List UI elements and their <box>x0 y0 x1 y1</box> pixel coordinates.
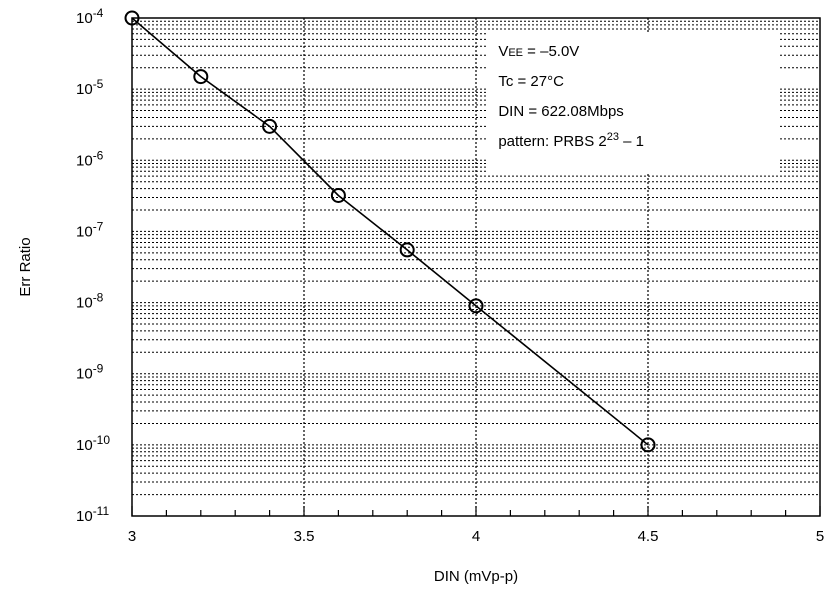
annotation-din: DIN = 622.08Mbps <box>498 103 624 120</box>
y-tick-label: 10-10 <box>76 433 110 454</box>
annotation-pattern: pattern: PRBS 223 – 1 <box>498 131 644 150</box>
y-axis-title: Err Ratio <box>17 237 34 296</box>
annotation-tc: Tc = 27°C <box>498 73 564 90</box>
x-axis-title: DIN (mVp-p) <box>434 568 518 585</box>
series-line <box>131 17 649 446</box>
grid-lines <box>132 18 820 516</box>
annotation-vee: VEE = –5.0V <box>498 43 579 60</box>
conditions-annotation: VEE = –5.0V Tc = 27°C DIN = 622.08Mbps p… <box>486 32 779 174</box>
y-tick-label: 10-4 <box>76 6 104 27</box>
x-tick-label: 3 <box>128 528 136 545</box>
data-point-marker <box>262 118 278 134</box>
data-point-marker <box>399 242 415 258</box>
y-tick-label: 10-7 <box>76 219 104 240</box>
data-point-marker <box>193 69 209 85</box>
x-tick-label: 5 <box>816 528 824 545</box>
y-tick-label: 10-8 <box>76 291 104 312</box>
y-tick-label: 10-11 <box>76 504 109 525</box>
data-series <box>124 10 656 453</box>
data-point-marker <box>468 298 484 314</box>
data-point-marker <box>330 187 346 203</box>
x-tick-label: 4.5 <box>638 528 659 545</box>
axes <box>131 17 821 517</box>
y-tick-label: 10-6 <box>76 148 104 169</box>
y-tick-label: 10-9 <box>76 362 104 383</box>
tick-labels: 3 3.5 4 4.5 5 10-4 10-5 10-6 10-7 10-8 10-9 10-10 10… <box>76 6 824 545</box>
x-tick-label: 4 <box>472 528 480 545</box>
x-tick-label: 3.5 <box>294 528 315 545</box>
y-tick-label: 10-5 <box>76 77 104 98</box>
data-point-marker <box>640 437 656 453</box>
annotation-box <box>486 32 779 174</box>
